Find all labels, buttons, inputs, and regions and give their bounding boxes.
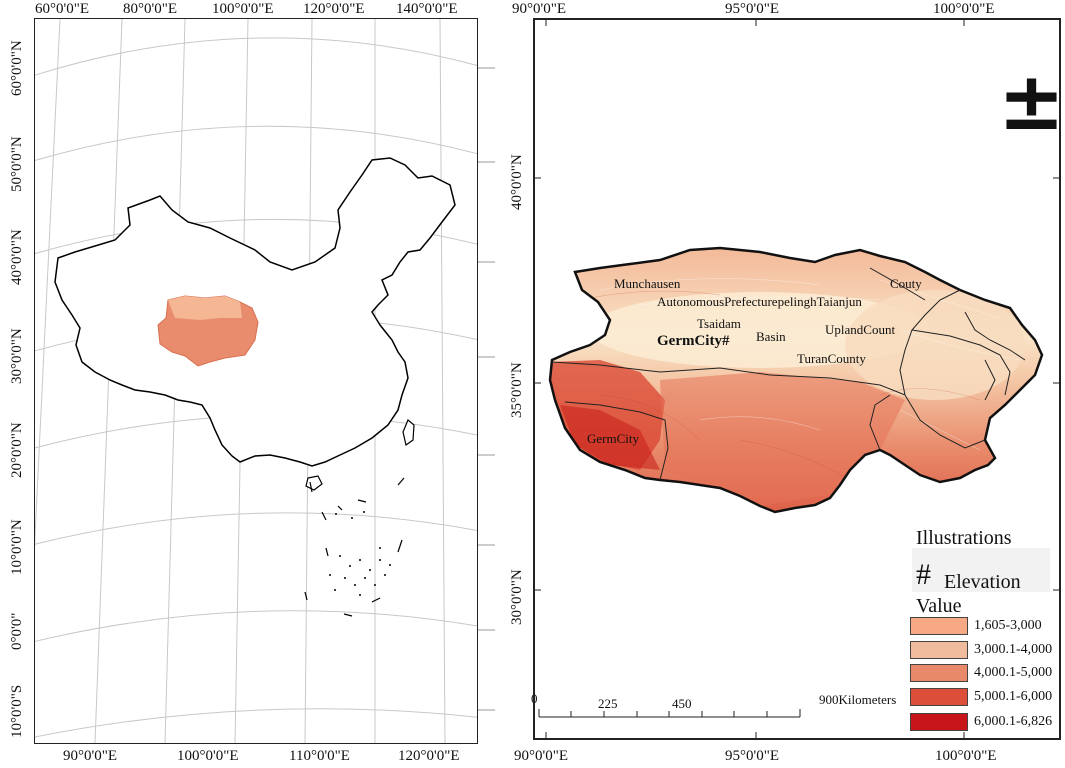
legend-label: 4,000.1-5,000 [974,665,1053,680]
legend-subtitle-value: Value [916,595,962,617]
legend-swatch [910,664,968,682]
scale-tick-label: 225 [598,696,618,711]
south-china-sea-islands [304,477,405,617]
overview-top-lon-label: 60°0'0"E [35,1,89,17]
taiwan-island [402,419,415,447]
scale-tick-label: 900Kilometers [819,692,897,707]
legend-label: 5,000.1-6,000 [974,689,1053,704]
legend-label: 1,605-3,000 [974,618,1042,633]
overview-top-lon-label: 120°0'0"E [303,1,365,17]
legend-title: Illustrations [916,527,1012,549]
detail-left-lat-label: 35°0'0"N [509,362,525,418]
overview-top-lon-label: 140°0'0"E [396,1,458,17]
island-dots [329,511,391,596]
place-label-prefecture: AutonomousPrefecturepelinghTaianjun [657,294,862,309]
prefecture-boundaries [551,267,1026,481]
place-label-germcity-main: GermCity# [657,333,730,349]
detail-top-lon-label: 100°0'0"E [933,1,995,17]
legend-item: 4,000.1-5,000 [910,664,1060,682]
overview-top-lon-label: 100°0'0"E [212,1,274,17]
legend-swatch [910,641,968,659]
legend-subtitle: Elevation [944,571,1021,593]
legend-swatch [910,713,968,731]
place-label-couty: Couty [890,276,922,291]
overview-bottom-lon-label: 90°0'0"E [63,748,117,764]
legend-swatch [910,617,968,635]
overview-map-frame [34,18,478,744]
place-label-turan: TuranCounty [797,351,866,366]
detail-top-lon-label: 95°0'0"E [725,1,779,17]
place-label-munchausen: Munchausen [614,276,681,291]
scale-tick-label: 450 [672,696,692,711]
legend-item: 1,605-3,000 [910,617,1060,635]
scale-bar [538,709,801,718]
detail-left-lat-label: 30°0'0"N [509,569,525,625]
place-label-germcity-sw: GermCity [587,431,639,446]
detail-bottom-lon-label: 95°0'0"E [725,748,779,764]
overview-top-lon-label: 80°0'0"E [123,1,177,17]
hainan-island [305,475,323,491]
overview-bottom-lon-label: 110°0'0"E [289,748,350,764]
legend-hash-symbol: # [916,558,931,591]
legend-item: 6,000.1-6,826 [910,713,1060,731]
legend-label: 6,000.1-6,826 [974,714,1053,729]
qinghai-outline [548,246,1044,514]
scale-zero-label: 0 [531,691,538,706]
overview-bottom-lon-label: 100°0'0"E [177,748,239,764]
detail-bottom-lon-label: 90°0'0"E [514,748,568,764]
legend-swatch [910,688,968,706]
legend-item: 3,000.1-4,000 [910,641,1060,659]
detail-bottom-lon-label: 100°0'0"E [935,748,997,764]
detail-left-lat-label: 40°0'0"N [509,154,525,210]
north-arrow-icon: ± [998,55,1065,148]
china-outline [54,157,456,467]
legend-item: 5,000.1-6,000 [910,688,1060,706]
place-label-basin: Basin [756,329,786,344]
place-label-tsaidam: Tsaidam [697,316,741,331]
legend-background [912,548,1050,592]
place-label-upland: UplandCount [825,322,896,337]
overview-bottom-lon-label: 120°0'0"E [398,748,460,764]
qinghai-elevation-raster [550,248,1042,512]
detail-top-lon-label: 90°0'0"E [512,1,566,17]
legend-label: 3,000.1-4,000 [974,642,1053,657]
detail-map-frame [533,18,1061,740]
